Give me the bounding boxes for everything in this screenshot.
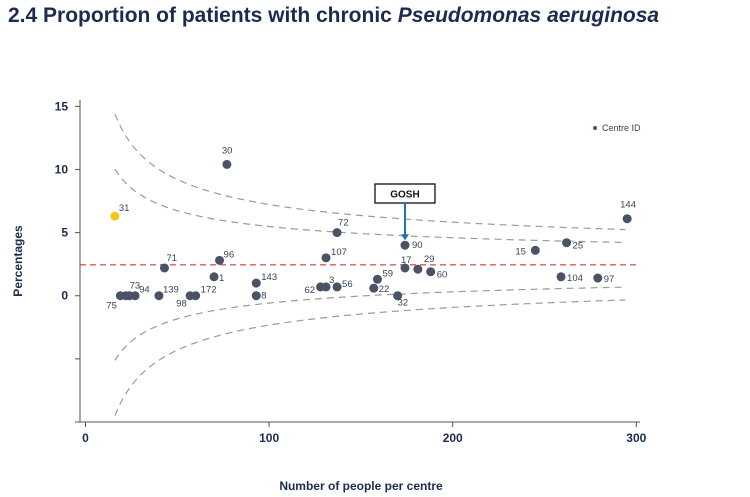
lower-inner-limit [114, 286, 626, 361]
data-point [222, 159, 232, 169]
point-label: 32 [398, 298, 409, 309]
data-point [251, 278, 261, 288]
upper-outer-limit [114, 113, 626, 231]
funnel-limits [80, 113, 640, 416]
x-tick-label: 100 [259, 431, 279, 445]
upper-inner-limit [114, 168, 626, 244]
lower-outer-limit [114, 299, 626, 416]
legend-marker [593, 126, 597, 130]
data-point [372, 274, 382, 284]
data-point [154, 291, 164, 301]
data-point [321, 253, 331, 263]
point-label: 8 [261, 291, 266, 302]
gosh-arrow-head [400, 234, 409, 241]
data-point [426, 267, 436, 277]
y-tick-label: 5 [61, 226, 68, 240]
gosh-callout: GOSH [374, 183, 436, 241]
point-label: 56 [342, 279, 353, 290]
data-point [413, 264, 423, 274]
point-label: 98 [176, 299, 187, 310]
data-point [251, 291, 261, 301]
data-point [110, 211, 120, 221]
point-label: 90 [412, 240, 423, 251]
data-point [209, 272, 219, 282]
data-point [593, 273, 603, 283]
data-point [400, 240, 410, 250]
y-tick-label: 15 [55, 99, 69, 113]
point-label: 22 [379, 284, 390, 295]
point-label: 1 [219, 273, 224, 284]
data-point [191, 291, 201, 301]
point-label: 107 [331, 247, 347, 258]
point-label: 73 [130, 281, 141, 292]
data-point [393, 291, 403, 301]
point-label: 60 [437, 270, 448, 281]
point-label: 97 [604, 274, 615, 285]
point-label: 29 [424, 254, 435, 265]
point-label: 59 [382, 268, 393, 279]
legend: Centre ID [593, 123, 641, 133]
data-point [332, 282, 342, 292]
data-point [369, 283, 379, 293]
data-point [400, 263, 410, 273]
point-label: 94 [139, 285, 150, 296]
y-tick-label: 10 [55, 162, 69, 176]
axes: 0 5 10 15 0 100 200 300 Number of people per cen… [11, 99, 647, 493]
gosh-label: GOSH [390, 190, 419, 201]
point-label: 31 [119, 203, 130, 214]
point-label: 144 [620, 200, 636, 211]
point-label: 3 [329, 275, 334, 286]
point-label: 71 [166, 253, 177, 264]
data-point [530, 245, 540, 255]
data-point [622, 214, 632, 224]
point-label: 62 [305, 285, 316, 296]
point-label: 139 [163, 285, 179, 296]
x-tick-label: 200 [443, 431, 463, 445]
data-points [110, 159, 632, 301]
y-tick-label: 0 [61, 289, 68, 303]
data-point [321, 282, 331, 292]
page-title: 2.4 Proportion of patients with chronic … [8, 4, 659, 28]
data-point [332, 228, 342, 238]
title-prefix: 2.4 Proportion of patients with chronic [8, 4, 398, 27]
point-label: 96 [224, 249, 235, 260]
legend-label: Centre ID [602, 123, 641, 133]
data-point [556, 272, 566, 282]
title-species: Pseudomonas aeruginosa [397, 4, 660, 27]
x-axis-title: Number of people per centre [279, 479, 443, 493]
data-point [215, 255, 225, 265]
data-point [159, 263, 169, 273]
point-label: 143 [261, 272, 277, 283]
point-label: 17 [401, 255, 412, 266]
point-label: 72 [338, 218, 349, 229]
y-axis-title: Percentages [11, 225, 25, 297]
data-point [130, 291, 140, 301]
x-tick-label: 300 [626, 431, 646, 445]
x-tick-label: 0 [82, 431, 89, 445]
point-label: 30 [222, 145, 233, 156]
point-label: 104 [567, 273, 583, 284]
point-label: 172 [201, 285, 217, 296]
point-label: 25 [573, 241, 584, 252]
point-label: 75 [106, 301, 117, 312]
data-point [562, 238, 572, 248]
point-label: 15 [515, 246, 526, 257]
